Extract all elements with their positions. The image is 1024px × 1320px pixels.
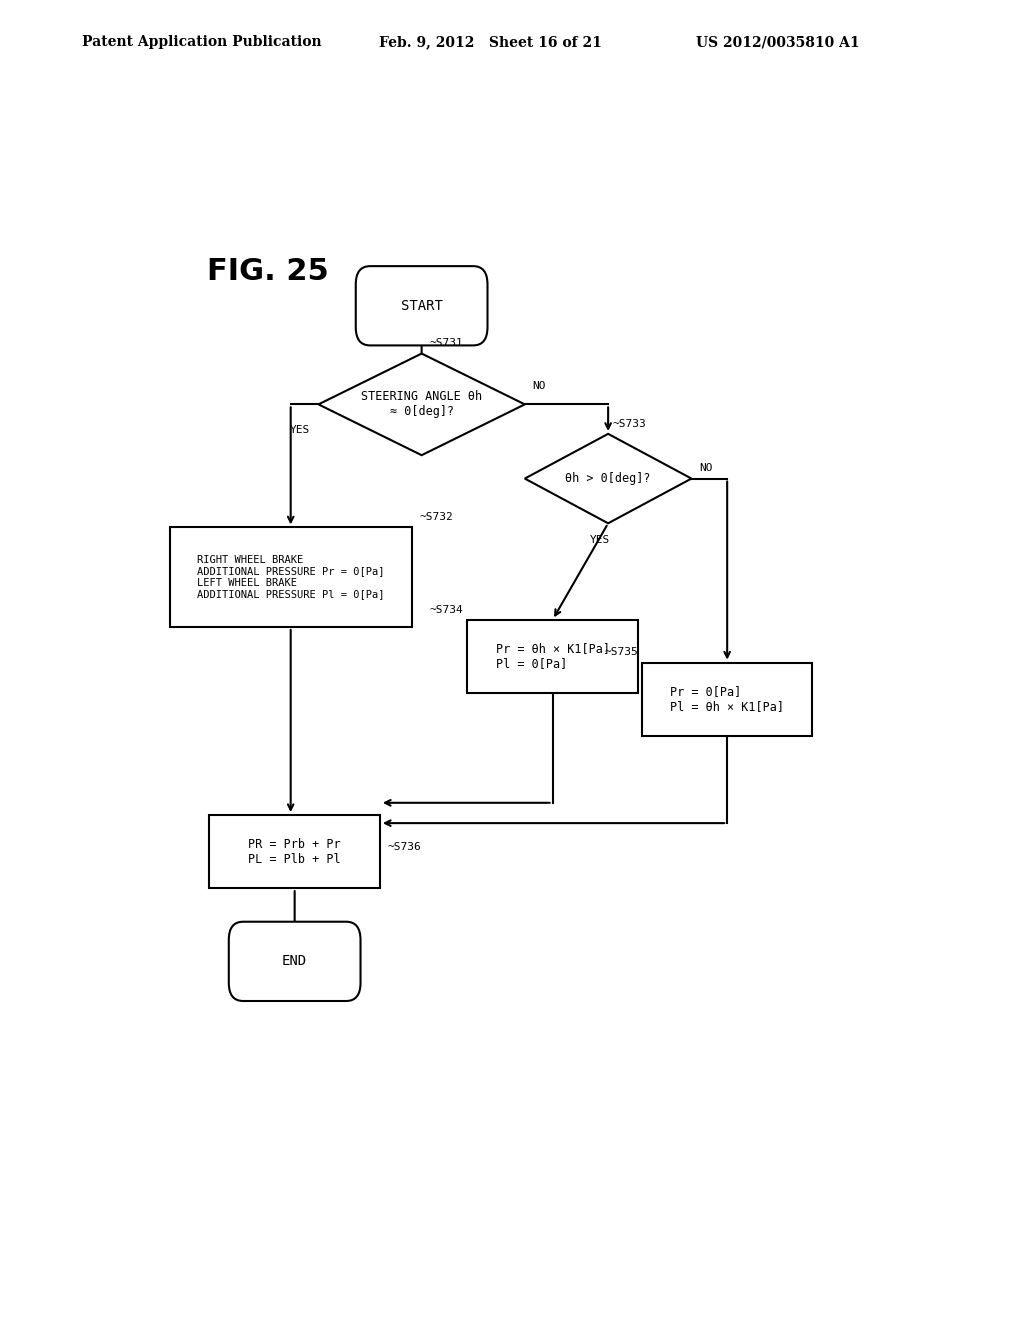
Text: START: START bbox=[400, 298, 442, 313]
Polygon shape bbox=[524, 434, 691, 523]
FancyBboxPatch shape bbox=[355, 267, 487, 346]
Text: NO: NO bbox=[699, 463, 713, 474]
Polygon shape bbox=[318, 354, 524, 455]
Text: END: END bbox=[282, 954, 307, 969]
Text: NO: NO bbox=[532, 381, 546, 391]
Text: ~S731: ~S731 bbox=[430, 338, 463, 348]
Bar bbox=[467, 620, 638, 693]
Text: RIGHT WHEEL BRAKE
ADDITIONAL PRESSURE Pr = 0[Pa]
LEFT WHEEL BRAKE
ADDITIONAL PRE: RIGHT WHEEL BRAKE ADDITIONAL PRESSURE Pr… bbox=[197, 554, 384, 599]
Text: STEERING ANGLE θh
≈ 0[deg]?: STEERING ANGLE θh ≈ 0[deg]? bbox=[361, 391, 482, 418]
Bar bbox=[642, 663, 812, 735]
Text: ~S736: ~S736 bbox=[388, 842, 422, 851]
Text: US 2012/0035810 A1: US 2012/0035810 A1 bbox=[696, 36, 860, 49]
Text: ~S733: ~S733 bbox=[612, 418, 646, 429]
Text: ~S732: ~S732 bbox=[420, 512, 454, 523]
Text: Feb. 9, 2012   Sheet 16 of 21: Feb. 9, 2012 Sheet 16 of 21 bbox=[379, 36, 602, 49]
Bar bbox=[209, 814, 380, 888]
Text: θh > 0[deg]?: θh > 0[deg]? bbox=[565, 473, 651, 484]
Text: YES: YES bbox=[590, 536, 610, 545]
Text: Pr = θh × K1[Pa]
Pl = 0[Pa]: Pr = θh × K1[Pa] Pl = 0[Pa] bbox=[496, 643, 609, 671]
Text: Pr = 0[Pa]
Pl = θh × K1[Pa]: Pr = 0[Pa] Pl = θh × K1[Pa] bbox=[670, 685, 784, 713]
Bar bbox=[170, 528, 412, 627]
Text: ~S734: ~S734 bbox=[429, 605, 463, 615]
FancyBboxPatch shape bbox=[228, 921, 360, 1001]
Text: YES: YES bbox=[290, 425, 310, 434]
Text: ~S735: ~S735 bbox=[604, 647, 638, 657]
Text: PR = Prb + Pr
PL = Plb + Pl: PR = Prb + Pr PL = Plb + Pl bbox=[249, 838, 341, 866]
Text: Patent Application Publication: Patent Application Publication bbox=[82, 36, 322, 49]
Text: FIG. 25: FIG. 25 bbox=[207, 257, 329, 286]
